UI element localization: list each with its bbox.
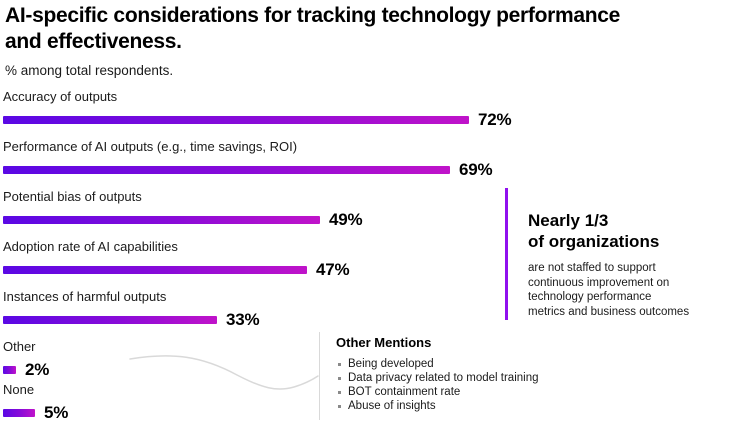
callout-body: are not staffed to support continuous im… xyxy=(528,262,690,318)
bar-row: None 5% xyxy=(3,381,543,423)
bar-row: Potential bias of outputs 49% xyxy=(3,188,543,230)
staffing-callout: Nearly 1/3 of organizations are not staf… xyxy=(505,188,695,320)
bar-value: 72% xyxy=(478,109,512,129)
bar xyxy=(3,315,217,324)
bar-value: 2% xyxy=(25,359,50,379)
bar-rows: Accuracy of outputs 72% Performance of A… xyxy=(3,88,543,423)
bar-label: Accuracy of outputs xyxy=(3,89,118,104)
bar-row: Performance of AI outputs (e.g., time sa… xyxy=(3,138,543,180)
bar-value: 33% xyxy=(226,309,260,329)
other-mention-item: BOT containment rate xyxy=(336,386,589,400)
bar-row: Adoption rate of AI capabilities 47% xyxy=(3,238,543,280)
bar-label: Potential bias of outputs xyxy=(3,189,142,204)
bar xyxy=(3,265,307,274)
bar-row: Instances of harmful outputs 33% xyxy=(3,288,543,330)
bar xyxy=(3,408,35,417)
callout-heading-line2: of organizations xyxy=(528,232,660,251)
bar xyxy=(3,365,16,374)
bar xyxy=(3,215,320,224)
bar-value: 5% xyxy=(44,402,69,422)
bar-line: 49% xyxy=(3,209,543,230)
chart-subtitle: % among total respondents. xyxy=(5,63,174,78)
bar-line: 72% xyxy=(3,109,543,130)
bar-label: Other xyxy=(3,339,36,354)
bar-value: 47% xyxy=(316,259,350,279)
other-mentions-list: Being developed Data privacy related to m… xyxy=(336,358,589,414)
bar-chart: Accuracy of outputs 72% Performance of A… xyxy=(3,88,543,424)
other-mentions-panel: Other Mentions Being developed Data priva… xyxy=(319,332,589,420)
bar-value: 49% xyxy=(329,209,363,229)
bar-line: 69% xyxy=(3,159,543,180)
header: AI-specific considerations for tracking … xyxy=(5,3,695,79)
bar-value: 69% xyxy=(459,159,493,179)
bar-line: 2% xyxy=(3,359,543,380)
other-mention-item: Abuse of insights xyxy=(336,400,589,414)
callout-heading-line1: Nearly 1/3 xyxy=(528,211,609,230)
bar xyxy=(3,115,469,124)
bar-line: 47% xyxy=(3,259,543,280)
bar-label: Adoption rate of AI capabilities xyxy=(3,239,178,254)
page-title: AI-specific considerations for tracking … xyxy=(5,4,621,53)
bar-label: Performance of AI outputs (e.g., time sa… xyxy=(3,139,298,154)
bar-label: None xyxy=(3,382,35,397)
bar-row: Accuracy of outputs 72% xyxy=(3,88,543,130)
bar-label: Instances of harmful outputs xyxy=(3,289,167,304)
bar-line: 33% xyxy=(3,309,543,330)
other-mention-item: Being developed xyxy=(336,358,589,372)
bar-line: 5% xyxy=(3,402,543,423)
bar xyxy=(3,165,450,174)
other-mentions-heading: Other Mentions xyxy=(336,335,432,350)
other-mention-item: Data privacy related to model training xyxy=(336,372,589,386)
bar-row: Other 2% xyxy=(3,338,543,380)
callout-heading: Nearly 1/3 of organizations xyxy=(528,210,695,252)
